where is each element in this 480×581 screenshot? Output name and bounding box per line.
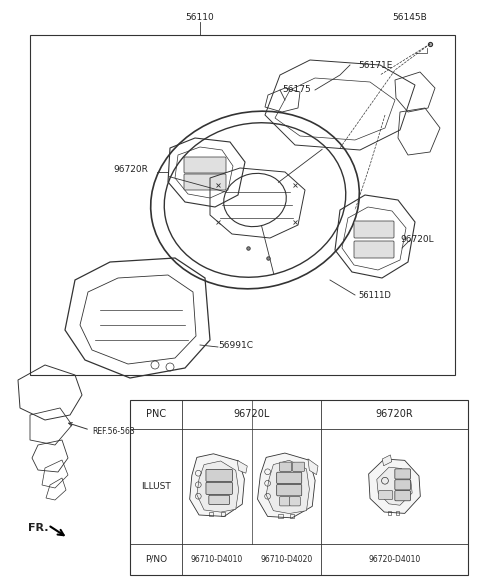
FancyBboxPatch shape (279, 462, 292, 471)
Text: 56175: 56175 (282, 85, 311, 95)
Polygon shape (382, 455, 392, 466)
Text: 56171E: 56171E (358, 60, 392, 70)
Bar (278, 514, 283, 518)
FancyBboxPatch shape (354, 221, 394, 238)
Polygon shape (308, 459, 318, 475)
Text: 96720L: 96720L (233, 410, 270, 419)
Bar (290, 514, 294, 518)
Polygon shape (197, 461, 239, 512)
FancyBboxPatch shape (206, 469, 232, 482)
Text: ILLUST: ILLUST (141, 482, 171, 491)
Text: 96720L: 96720L (400, 235, 433, 245)
Polygon shape (190, 454, 244, 517)
Text: 56111D: 56111D (358, 290, 391, 299)
Text: 96710-D4010: 96710-D4010 (191, 555, 243, 564)
Bar (396, 511, 399, 515)
FancyBboxPatch shape (395, 490, 410, 501)
Polygon shape (266, 460, 310, 514)
Bar (221, 512, 225, 517)
Bar (30, 35, 455, 375)
Text: P/NO: P/NO (145, 555, 167, 564)
FancyBboxPatch shape (209, 495, 229, 504)
Bar (130, 400, 468, 575)
Text: PNC: PNC (146, 410, 166, 419)
FancyBboxPatch shape (395, 469, 410, 479)
Polygon shape (369, 459, 420, 514)
Text: 96720-D4010: 96720-D4010 (368, 555, 420, 564)
Polygon shape (237, 460, 247, 474)
Bar (388, 511, 391, 515)
Text: 96710-D4020: 96710-D4020 (260, 555, 312, 564)
Polygon shape (377, 467, 412, 505)
Text: 96720R: 96720R (113, 166, 148, 174)
Text: 96720R: 96720R (376, 410, 413, 419)
Polygon shape (258, 453, 315, 518)
FancyBboxPatch shape (276, 472, 302, 483)
FancyBboxPatch shape (354, 241, 394, 258)
FancyBboxPatch shape (395, 480, 410, 490)
FancyBboxPatch shape (279, 497, 290, 506)
Text: 56991C: 56991C (218, 340, 253, 350)
Text: FR.: FR. (28, 523, 48, 533)
FancyBboxPatch shape (292, 462, 305, 471)
FancyBboxPatch shape (289, 497, 300, 506)
FancyBboxPatch shape (206, 482, 232, 494)
FancyBboxPatch shape (276, 485, 302, 496)
Bar (209, 512, 214, 517)
FancyBboxPatch shape (184, 157, 226, 173)
Text: 56145B: 56145B (393, 13, 427, 23)
FancyBboxPatch shape (379, 490, 393, 500)
Text: 56110: 56110 (186, 13, 215, 23)
FancyBboxPatch shape (184, 174, 226, 190)
Text: REF.56-563: REF.56-563 (92, 428, 135, 436)
